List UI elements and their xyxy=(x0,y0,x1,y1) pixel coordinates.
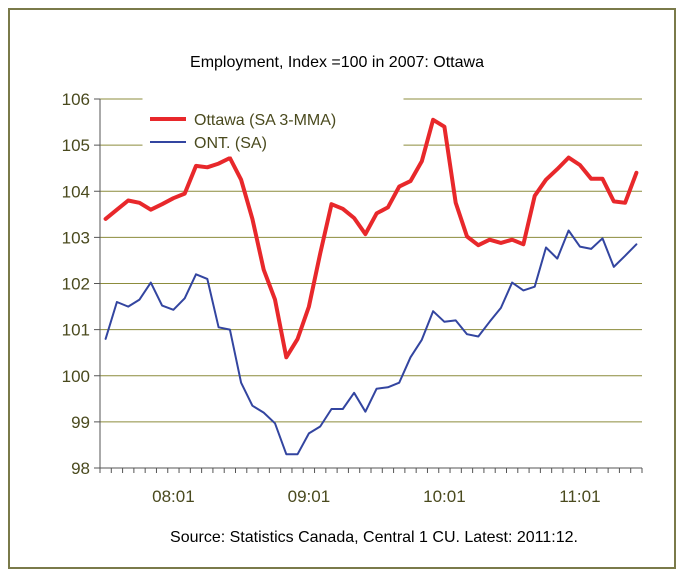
source-note: Source: Statistics Canada, Central 1 CU.… xyxy=(170,529,578,546)
x-tick-label: 09:01 xyxy=(288,487,331,506)
y-tick-label: 105 xyxy=(62,136,90,155)
chart-frame: Employment, Index =100 in 2007: Ottawa 9… xyxy=(8,8,676,569)
y-tick-label: 104 xyxy=(62,182,90,201)
legend-label: Ottawa (SA 3-MMA) xyxy=(194,112,336,129)
legend: Ottawa (SA 3-MMA) ONT. (SA) xyxy=(142,98,404,157)
chart-title: Employment, Index =100 in 2007: Ottawa xyxy=(190,54,484,71)
x-axis: 08:01 09:01 10:01 11:01 xyxy=(99,99,643,506)
x-tick-label: 11:01 xyxy=(559,487,600,506)
y-tick-label: 101 xyxy=(62,321,90,340)
x-tick-label: 10:01 xyxy=(423,487,466,506)
series-line-ottawa xyxy=(103,117,639,360)
y-tick-label: 103 xyxy=(62,228,90,247)
x-tick-label: 08:01 xyxy=(152,487,195,506)
y-tick-label: 100 xyxy=(62,367,90,386)
y-tick-label: 102 xyxy=(62,275,90,294)
series-lines xyxy=(103,117,639,456)
legend-box xyxy=(142,98,404,157)
line-chart: Employment, Index =100 in 2007: Ottawa 9… xyxy=(62,54,643,546)
series-line-ontario xyxy=(104,229,638,456)
y-tick-label: 106 xyxy=(62,90,90,109)
legend-label: ONT. (SA) xyxy=(194,135,267,152)
y-tick-label: 99 xyxy=(71,413,90,432)
y-axis-ticks: 98 99 100 101 102 103 104 105 106 xyxy=(62,90,100,478)
y-tick-label: 98 xyxy=(71,459,90,478)
